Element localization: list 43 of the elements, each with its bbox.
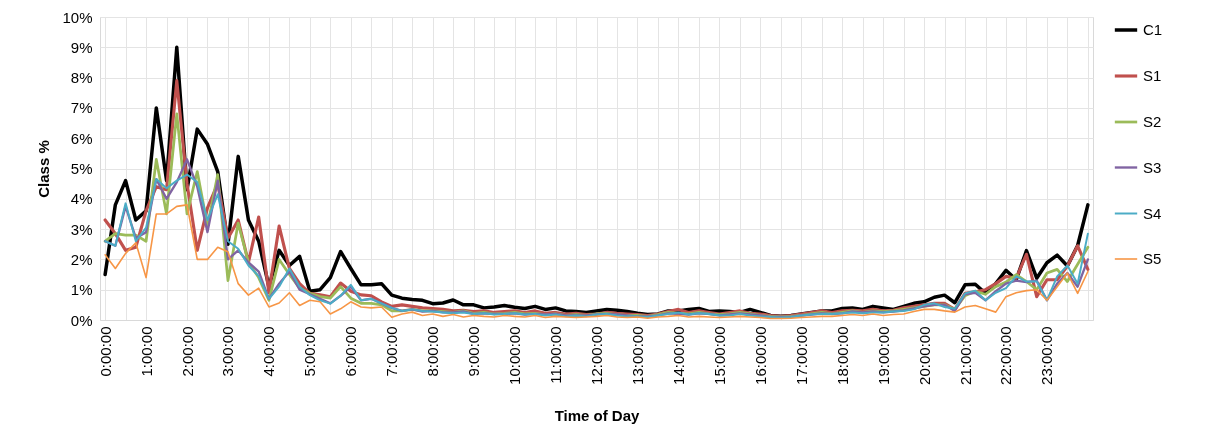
x-tick-label: 11:00:00	[547, 326, 565, 384]
y-tick-label: 10%	[62, 8, 93, 26]
x-tick-label: 18:00:00	[833, 326, 851, 385]
y-axis-title: Class %	[35, 140, 53, 198]
y-tick-label: 2%	[70, 250, 93, 268]
x-axis-title: Time of Day	[554, 406, 641, 424]
x-tick-label: 8:00:00	[424, 326, 442, 377]
legend-label: S1	[1143, 67, 1162, 84]
x-tick-label: 16:00:00	[751, 326, 769, 385]
y-tick-label: 1%	[70, 281, 93, 299]
x-tick-label: 3:00:00	[219, 326, 237, 377]
x-tick-label: 9:00:00	[465, 326, 483, 377]
legend-label: S4	[1143, 204, 1162, 222]
y-tick-label: 7%	[70, 99, 93, 117]
x-tick-label: 14:00:00	[669, 326, 687, 385]
x-tick-label: 0:00:00	[96, 326, 114, 377]
legend-label: S5	[1143, 250, 1162, 267]
x-tick-label: 15:00:00	[710, 326, 728, 385]
x-tick-label: 13:00:00	[628, 326, 646, 385]
y-tick-label: 6%	[70, 129, 93, 147]
legend-label: C1	[1143, 21, 1163, 38]
x-tick-label: 2:00:00	[178, 326, 196, 377]
x-tick-label: 23:00:00	[1038, 326, 1056, 385]
x-tick-label: 22:00:00	[997, 326, 1015, 385]
y-tick-label: 3%	[70, 220, 93, 238]
x-tick-label: 21:00:00	[956, 326, 974, 385]
y-tick-label: 8%	[70, 69, 93, 87]
legend-label: S2	[1143, 113, 1162, 130]
legend-label: S3	[1143, 158, 1162, 176]
x-tick-label: 5:00:00	[301, 326, 319, 377]
y-tick-label: 4%	[70, 190, 93, 208]
x-tick-label: 12:00:00	[588, 326, 605, 385]
x-tick-label: 19:00:00	[874, 326, 892, 385]
x-tick-label: 7:00:00	[383, 326, 401, 377]
x-tick-label: 1:00:00	[137, 326, 155, 377]
x-tick-label: 6:00:00	[342, 326, 360, 377]
y-tick-label: 5%	[70, 160, 93, 177]
x-tick-label: 20:00:00	[915, 326, 933, 385]
x-tick-label: 17:00:00	[792, 326, 810, 385]
y-tick-label: 0%	[70, 311, 93, 329]
x-tick-label: 10:00:00	[506, 326, 524, 385]
x-tick-label: 4:00:00	[260, 326, 278, 377]
y-tick-label: 9%	[70, 38, 93, 56]
